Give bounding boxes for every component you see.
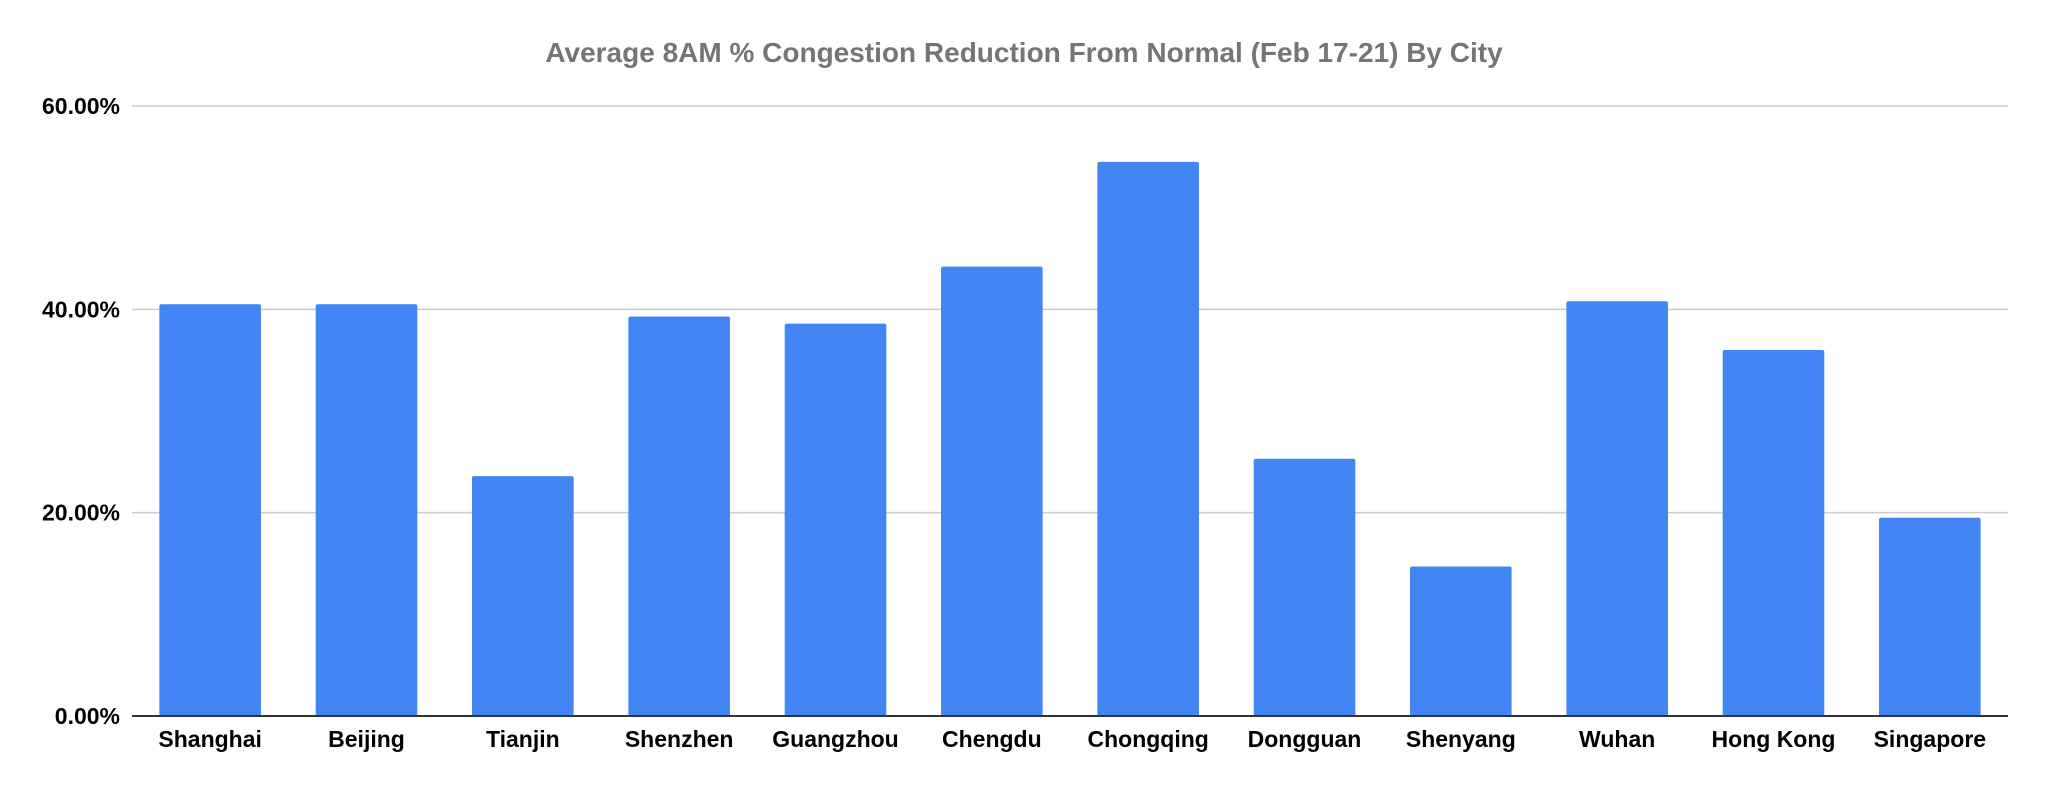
chart-title: Average 8AM % Congestion Reduction From … <box>545 37 1503 68</box>
bar-tianjin <box>472 476 574 716</box>
y-tick-label: 0.00% <box>55 703 120 729</box>
x-category-label: Hong Kong <box>1712 726 1836 752</box>
x-category-label: Dongguan <box>1248 726 1362 752</box>
x-category-label: Chengdu <box>942 726 1042 752</box>
bar-hong-kong <box>1722 350 1825 716</box>
x-category-label: Singapore <box>1874 726 1986 752</box>
y-tick-label: 60.00% <box>42 93 120 119</box>
bars <box>159 161 1981 716</box>
bar-chengdu <box>941 266 1043 716</box>
bar-singapore <box>1879 517 1981 716</box>
x-category-label: Wuhan <box>1579 726 1655 752</box>
x-axis-category-labels: Shanghai Beijing Tianjin Shenzhen Guangzhou C… <box>158 726 1986 752</box>
x-category-label: Guangzhou <box>772 726 898 752</box>
bar-shenzhen <box>628 316 730 716</box>
y-axis-tick-labels: 0.00% 20.00% 40.00% 60.00% <box>42 93 120 729</box>
bar-wuhan <box>1566 301 1668 716</box>
x-category-label: Shenzhen <box>625 726 734 752</box>
x-category-label: Shanghai <box>158 726 262 752</box>
bar-chongqing <box>1097 161 1199 716</box>
gridlines <box>132 105 2008 514</box>
y-tick-label: 40.00% <box>42 296 120 322</box>
x-category-label: Shenyang <box>1406 726 1516 752</box>
bar-shenyang <box>1410 566 1512 716</box>
x-category-label: Tianjin <box>486 726 560 752</box>
bar-dongguan <box>1253 458 1356 716</box>
x-category-label: Chongqing <box>1087 726 1208 752</box>
bar-shanghai <box>159 304 261 716</box>
x-category-label: Beijing <box>328 726 405 752</box>
bar-guangzhou <box>784 323 887 716</box>
y-tick-label: 20.00% <box>42 500 120 526</box>
bar-beijing <box>315 304 418 716</box>
